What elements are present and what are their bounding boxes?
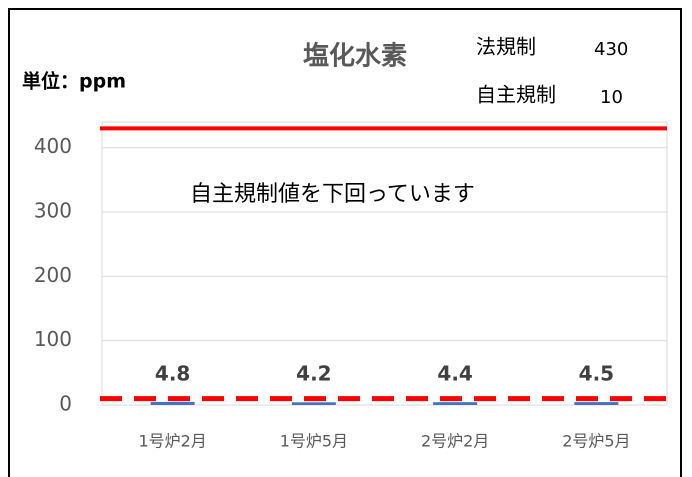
value-label: 4.2: [296, 362, 331, 386]
bar: [291, 402, 336, 405]
value-label: 4.8: [155, 362, 190, 386]
bar: [574, 402, 619, 405]
y-tick-label: 300: [34, 199, 72, 223]
annotation: 自主規制値を下回っています: [190, 182, 475, 207]
limit-value: 10: [600, 87, 623, 108]
bar: [150, 401, 195, 405]
y-tick-label: 200: [34, 263, 72, 287]
x-tick-label: 2号炉5月: [562, 432, 630, 451]
value-label: 4.4: [437, 362, 472, 386]
chart-title: 塩化水素: [303, 42, 407, 72]
value-label: 4.5: [579, 362, 614, 386]
limit-value: 430: [594, 39, 628, 60]
y-tick-label: 0: [59, 392, 72, 416]
unit-label: 単位：ppm: [22, 70, 126, 93]
x-tick-label: 1号炉2月: [138, 432, 206, 451]
limit-label: 法規制: [476, 35, 536, 59]
y-tick-label: 400: [34, 134, 72, 158]
bar: [433, 402, 478, 405]
x-tick-label: 1号炉5月: [280, 432, 348, 451]
x-tick-label: 2号炉2月: [421, 432, 489, 451]
limit-label: 自主規制: [476, 83, 556, 107]
y-tick-label: 100: [34, 327, 72, 351]
